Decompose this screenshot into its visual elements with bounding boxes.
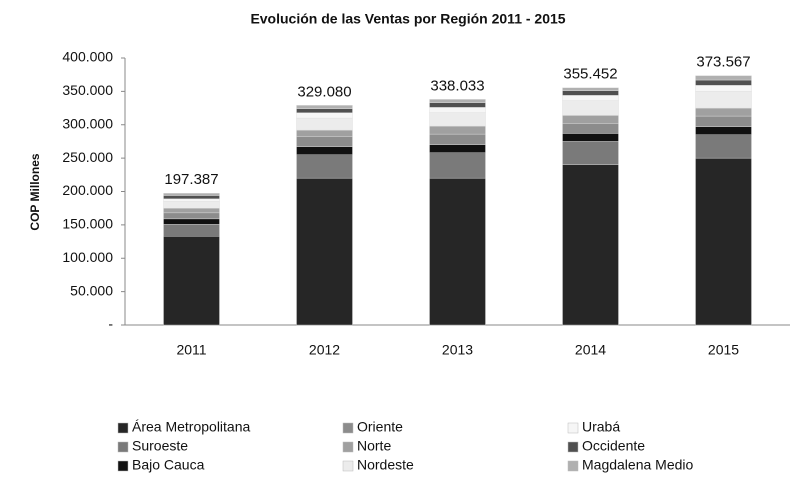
legend-swatch (342, 422, 354, 434)
bar-segment (695, 115, 752, 127)
bar-segment (163, 224, 220, 237)
bar-segment (163, 193, 220, 196)
x-tick-label: 2014 (575, 342, 606, 358)
bar-segment (429, 112, 486, 127)
bar-segment (695, 157, 752, 326)
total-label: 197.387 (164, 171, 218, 188)
bar-segment (562, 87, 619, 91)
legend-swatch (567, 441, 579, 453)
legend-swatch (117, 441, 129, 453)
bar-segment (695, 126, 752, 135)
bar-segment (163, 198, 220, 202)
y-tick-label: 250.000 (62, 149, 113, 165)
bar-segment (429, 152, 486, 179)
y-tick-label: 350.000 (62, 82, 113, 98)
y-tick-label: - (108, 316, 113, 332)
bar-segment (296, 105, 353, 109)
bar-segment (296, 146, 353, 155)
total-label: 338.033 (430, 77, 484, 94)
bar-segment (562, 90, 619, 96)
bar-segment (296, 108, 353, 113)
bar-segment (429, 107, 486, 113)
legend-label: Oriente (357, 419, 403, 435)
legend-label: Magdalena Medio (582, 457, 694, 473)
bar-segment (562, 164, 619, 326)
y-tick-label: 300.000 (62, 115, 113, 131)
bar-segment (695, 134, 752, 159)
y-tick-label: 100.000 (62, 249, 113, 265)
legend-label: Área Metropolitana (132, 419, 251, 435)
bar-segment (695, 91, 752, 109)
legend-label: Norte (357, 438, 391, 454)
bar-segment (695, 79, 752, 86)
x-tick-label: 2013 (442, 342, 473, 358)
chart-title: Evolución de las Ventas por Región 2011 … (250, 11, 565, 27)
bar-segment (429, 125, 486, 135)
bar-segment (296, 154, 353, 179)
bar-segment (163, 207, 220, 214)
bar-segment (163, 201, 220, 209)
bar-segment (429, 144, 486, 153)
y-tick-label: 200.000 (62, 182, 113, 198)
y-tick-label: 150.000 (62, 216, 113, 232)
x-tick-label: 2015 (708, 342, 739, 358)
legend-label: Occidente (582, 438, 645, 454)
bar-segment (695, 107, 752, 117)
bar-segment (296, 177, 353, 326)
bar-segment (296, 117, 353, 131)
x-tick-label: 2012 (309, 342, 340, 358)
bar-segment (562, 141, 619, 165)
bar-segment (695, 85, 752, 92)
bar-segment (163, 212, 220, 220)
legend-swatch (117, 460, 129, 472)
bar-segment (429, 99, 486, 103)
bar-segment (562, 133, 619, 142)
total-label: 355.452 (563, 66, 617, 83)
bar-segment (163, 218, 220, 225)
bar-segment (562, 115, 619, 124)
total-label: 373.567 (696, 54, 750, 71)
x-tick-label: 2011 (176, 342, 206, 358)
legend-swatch (117, 422, 129, 434)
legend-label: Bajo Cauca (132, 457, 205, 473)
bar-segment (429, 133, 486, 145)
y-axis-label: COP Millones (28, 153, 42, 230)
total-label: 329.080 (297, 83, 351, 100)
bar-segment (562, 100, 619, 116)
y-tick-label: 50.000 (70, 282, 113, 298)
legend-label: Nordeste (357, 457, 414, 473)
bar-segment (429, 177, 486, 326)
bar-segment (429, 102, 486, 108)
legend-label: Suroeste (132, 438, 188, 454)
legend-swatch (567, 422, 579, 434)
bar-segment (562, 123, 619, 134)
legend-swatch (567, 460, 579, 472)
y-tick-label: 400.000 (62, 49, 113, 65)
bar-segment (296, 136, 353, 147)
bar-segment (296, 112, 353, 119)
bar-segment (562, 95, 619, 101)
bar-segment (163, 195, 220, 200)
legend-swatch (342, 441, 354, 453)
bar-segment (296, 129, 353, 137)
bar-segment (163, 236, 220, 326)
legend-swatch (342, 460, 354, 472)
bar-segment (695, 75, 752, 81)
legend-label: Urabá (582, 419, 620, 435)
